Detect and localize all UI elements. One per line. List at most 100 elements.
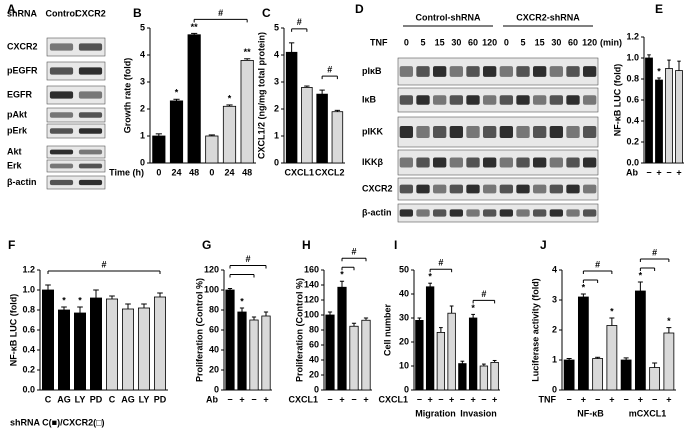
blot-band (78, 179, 103, 186)
y-tick-label: 0.4 (22, 344, 35, 354)
blot-band (49, 112, 74, 118)
blot-box (397, 116, 599, 148)
blot-row-label: IκB (362, 94, 377, 104)
blot-band (583, 126, 597, 138)
blot-band (466, 95, 480, 105)
blot-row-label: pEGFR (7, 65, 38, 75)
blot-band (416, 157, 430, 168)
blot-band (533, 95, 547, 105)
y-tick-label: 5 (140, 22, 145, 32)
x-axis-label: Ab (626, 167, 638, 177)
blot-band (433, 184, 447, 194)
x-axis-label: Time (h) (109, 167, 144, 177)
blot-row-label: CXCR2 (7, 41, 38, 51)
bar (592, 358, 604, 391)
blot-band (399, 157, 413, 168)
x-tick-label: + (363, 394, 368, 404)
time-label: 5 (420, 37, 425, 47)
y-tick-label: 1.0 (22, 284, 35, 294)
bar (301, 87, 313, 164)
blot-row-label: EGFR (7, 89, 33, 99)
y-tick-label: 3 (140, 76, 145, 86)
bar (222, 105, 237, 164)
y-tick-label: 1 (274, 130, 279, 140)
time-label: 30 (551, 37, 561, 47)
x-tick-label: AG (121, 394, 135, 404)
significance: * (639, 270, 643, 280)
y-tick-label: 4 (274, 49, 279, 59)
blot-band (466, 66, 480, 77)
blot-row-label: pIKK (362, 126, 383, 136)
bar (436, 331, 446, 391)
y-tick-label: 40 (209, 344, 219, 354)
blot-box (46, 175, 106, 190)
bar (361, 319, 371, 391)
bar (225, 289, 235, 391)
x-tick-label: + (449, 394, 454, 404)
y-tick-label: 1 (140, 130, 145, 140)
time-label: 0 (504, 37, 509, 47)
x-tick-label: 24 (171, 167, 181, 177)
bar (675, 70, 683, 164)
significance: * (228, 93, 232, 103)
blot-band (499, 66, 513, 77)
blot-band (399, 184, 413, 194)
blot-box (46, 37, 106, 57)
time-label: 60 (468, 37, 478, 47)
bar (577, 296, 589, 391)
blot-band (449, 184, 463, 194)
blot-band (516, 66, 530, 77)
time-label: 30 (451, 37, 461, 47)
bar (74, 312, 87, 391)
blot-band (483, 66, 497, 77)
bar (663, 332, 675, 391)
bar (169, 100, 184, 164)
significance: * (78, 295, 82, 305)
bar (331, 111, 344, 164)
y-tick-label: 20 (399, 336, 409, 346)
blot-band (566, 209, 580, 217)
blot-band (483, 184, 497, 194)
y-axis-label: Proliferation (Control %) (294, 278, 304, 382)
significance: * (340, 270, 344, 280)
blot-band (516, 209, 530, 217)
y-tick-label: 1 (552, 354, 557, 364)
x-tick-label: 48 (242, 167, 252, 177)
x-tick-label: LY (75, 394, 86, 404)
bar (137, 307, 150, 391)
blot-box (46, 107, 106, 123)
panel-letter: I (394, 238, 397, 252)
blot-band (416, 95, 430, 105)
time-label: 5 (520, 37, 525, 47)
bracket-label: # (481, 289, 486, 299)
bracket-label: # (652, 247, 657, 257)
bar (468, 317, 478, 391)
y-tick-label: 0 (274, 157, 279, 167)
x-tick-label: − (417, 394, 422, 404)
x-tick-label: − (595, 394, 600, 404)
time-label: 60 (568, 37, 578, 47)
treatment-label: TNF (370, 37, 388, 47)
blot-row-label: pAkt (7, 109, 27, 119)
blot-band (566, 126, 580, 138)
y-tick-label: 4 (140, 49, 145, 59)
blot-band (516, 95, 530, 105)
significance: * (62, 295, 66, 305)
bar (316, 93, 328, 164)
bar (649, 367, 661, 391)
x-axis-label: Ab (206, 394, 218, 404)
bar (349, 325, 359, 391)
y-axis-label: NF-κB LUC (fold) (8, 294, 18, 367)
blot-row-label: Akt (7, 146, 22, 156)
bar (665, 68, 673, 164)
bracket-label: # (101, 259, 106, 269)
y-tick-label: 120 (204, 264, 219, 274)
significance: ** (191, 22, 199, 32)
bracket-label: # (245, 254, 250, 264)
bar (153, 296, 166, 391)
significance: * (240, 296, 244, 306)
blot-band (516, 126, 530, 138)
bracket-label: # (218, 8, 223, 18)
group-label: Control-shRNA (416, 12, 481, 22)
